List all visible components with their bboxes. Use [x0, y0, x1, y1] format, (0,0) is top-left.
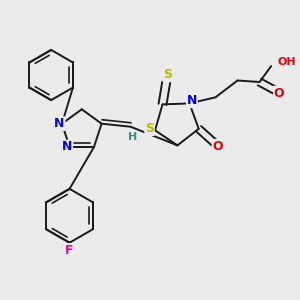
Text: N: N [54, 117, 65, 130]
Text: O: O [212, 140, 223, 153]
Text: N: N [62, 140, 72, 153]
Text: S: S [145, 122, 154, 135]
Text: S: S [163, 68, 172, 81]
Text: H: H [128, 131, 137, 142]
Text: O: O [274, 86, 284, 100]
Text: OH: OH [278, 57, 296, 68]
Text: F: F [65, 244, 74, 257]
Text: N: N [187, 94, 197, 107]
